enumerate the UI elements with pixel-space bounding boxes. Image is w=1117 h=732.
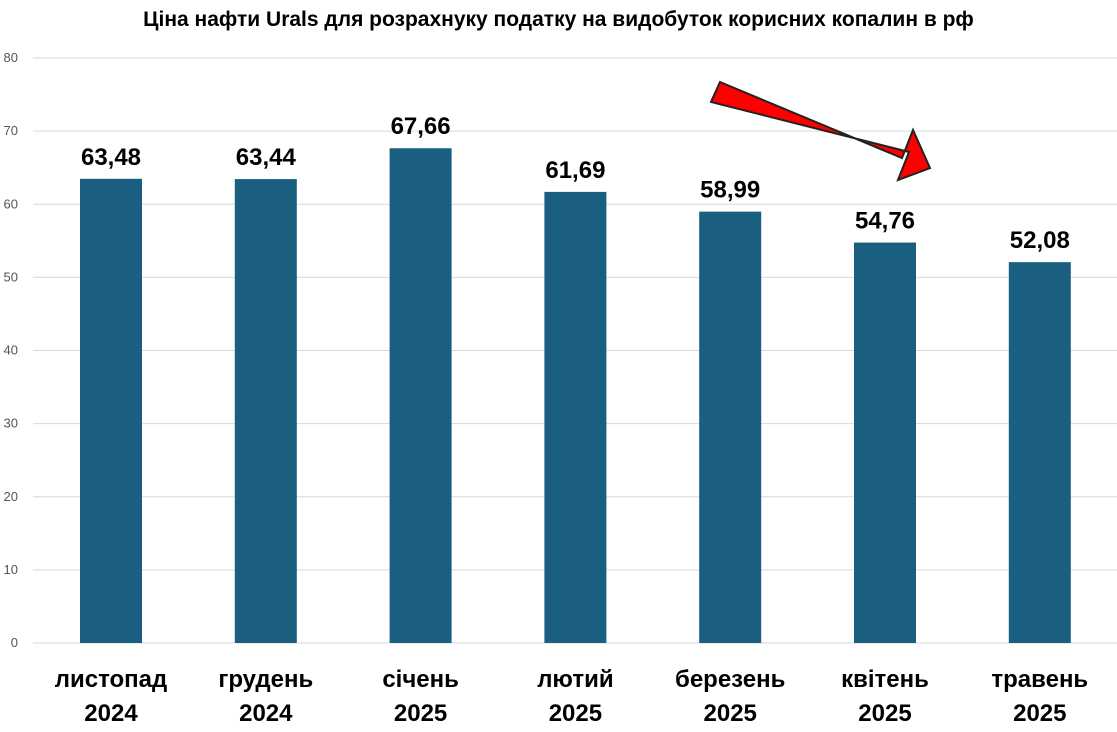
x-tick-label-year: 2024 xyxy=(239,700,293,727)
data-label: 63,48 xyxy=(81,144,141,171)
x-tick-label-year: 2025 xyxy=(549,700,602,727)
data-label: 61,69 xyxy=(545,157,605,184)
bar xyxy=(854,242,916,643)
y-tick-label: 0 xyxy=(11,635,18,650)
x-tick-label-year: 2025 xyxy=(858,700,911,727)
bar xyxy=(699,211,762,643)
data-labels: 63,48 63,44 67,66 61,69 58,99 54,76 52,08 xyxy=(81,113,1070,254)
x-tick-label-year: 2025 xyxy=(1013,700,1066,727)
data-label: 54,76 xyxy=(855,208,915,235)
y-tick-label: 20 xyxy=(4,489,18,504)
y-tick-label: 50 xyxy=(4,269,18,284)
x-tick-label-month: травень xyxy=(991,666,1088,693)
y-tick-label: 10 xyxy=(4,562,18,577)
x-tick-label-month: березень xyxy=(675,666,785,693)
data-label: 52,08 xyxy=(1010,227,1070,254)
chart-title: Ціна нафти Urals для розрахнуку податку … xyxy=(143,8,974,31)
x-tick-label-year: 2024 xyxy=(84,700,138,727)
x-tick-label-month: січень xyxy=(382,666,459,693)
x-tick-label-month: лютий xyxy=(537,666,613,693)
x-tick-label-year: 2025 xyxy=(704,700,757,727)
x-tick-label-month: квітень xyxy=(841,666,929,693)
bar xyxy=(80,178,142,644)
x-axis-labels: листопад 2024 грудень 2024 січень 2025 лютий 20… xyxy=(55,666,1088,727)
y-tick-label: 30 xyxy=(4,416,18,431)
x-tick-label-month: грудень xyxy=(218,666,313,693)
bar xyxy=(389,148,452,643)
bar xyxy=(234,179,297,643)
y-tick-label: 80 xyxy=(4,50,18,65)
bar xyxy=(544,191,607,643)
x-tick-label-month: листопад xyxy=(55,666,168,693)
y-tick-label: 70 xyxy=(4,123,18,138)
bars xyxy=(80,148,1071,644)
y-tick-label: 60 xyxy=(4,196,18,211)
trend-arrow-icon xyxy=(709,80,932,182)
y-tick-label: 40 xyxy=(4,343,18,358)
bar xyxy=(1008,262,1071,643)
data-label: 58,99 xyxy=(700,177,760,204)
y-axis-ticks: 0 10 20 30 40 50 60 70 80 xyxy=(4,50,18,650)
x-tick-label-year: 2025 xyxy=(394,700,447,727)
data-label: 67,66 xyxy=(391,113,451,140)
data-label: 63,44 xyxy=(236,144,297,171)
